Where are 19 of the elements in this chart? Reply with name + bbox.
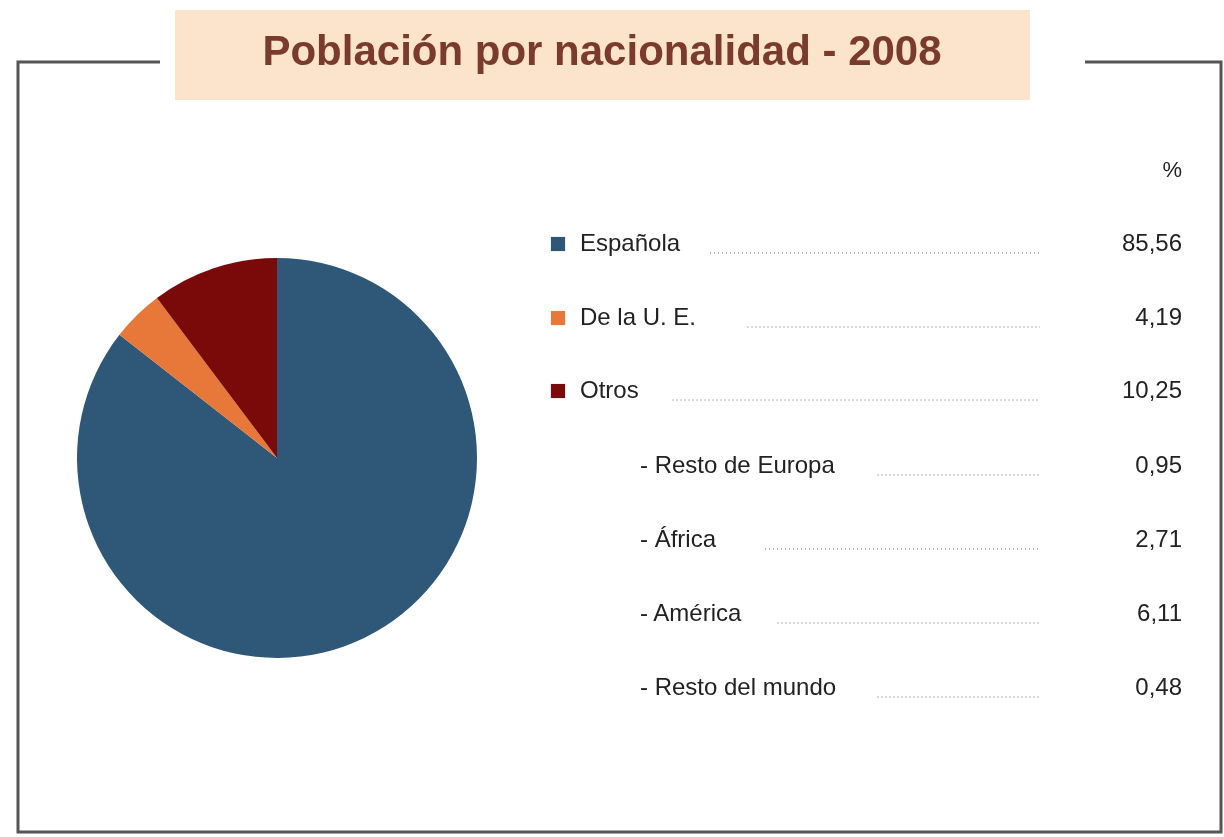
text: - Resto del mundo <box>640 673 837 700</box>
text: 0,95 <box>1135 451 1182 478</box>
text: 6,11 <box>1137 599 1182 626</box>
data-label: 85,56 <box>1121 229 1182 256</box>
text: 0,48 <box>1135 673 1182 700</box>
text: - América <box>640 599 743 626</box>
legend-label: De la U. E. <box>580 303 697 330</box>
pie-slice <box>156 258 277 458</box>
text: - África <box>640 525 717 552</box>
data-label: 4,19 <box>1135 303 1182 330</box>
legend-label: Otros <box>580 376 639 403</box>
legend-label: Española <box>580 229 681 256</box>
pie-slice <box>77 258 477 658</box>
legend-title: % <box>1162 157 1182 182</box>
chart-title: Población por nacionalidad - 2008 <box>262 27 942 74</box>
text: - Resto de Europa <box>640 451 836 478</box>
pie-slice <box>119 298 277 458</box>
data-label: 10,25 <box>1121 376 1182 403</box>
text: 2,71 <box>1135 525 1182 552</box>
